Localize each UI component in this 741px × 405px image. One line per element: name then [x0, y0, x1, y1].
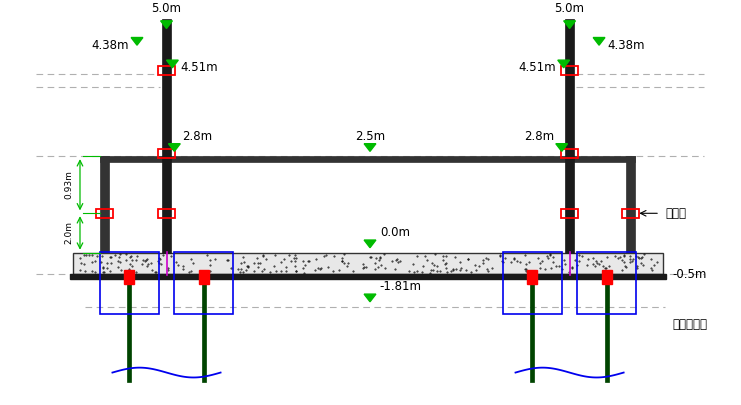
Polygon shape — [131, 38, 143, 45]
Text: 5.0m: 5.0m — [151, 2, 182, 15]
Text: 加劲箍: 加劲箍 — [665, 207, 686, 220]
Bar — [199, 270, 209, 284]
Bar — [99, 252, 159, 313]
Bar — [174, 252, 233, 313]
Polygon shape — [558, 60, 570, 68]
Polygon shape — [364, 240, 376, 248]
Bar — [158, 149, 176, 158]
Bar — [96, 209, 113, 218]
Text: 平均低水位: 平均低水位 — [673, 318, 708, 331]
Bar — [202, 274, 206, 382]
Bar — [99, 156, 636, 162]
Bar — [565, 19, 574, 253]
Bar — [622, 209, 639, 218]
Bar — [531, 274, 534, 382]
Text: 4.38m: 4.38m — [607, 39, 645, 52]
Bar — [561, 66, 579, 75]
Text: 2.5m: 2.5m — [355, 130, 385, 143]
Bar — [158, 209, 176, 218]
Text: 2.8m: 2.8m — [524, 130, 554, 143]
Bar — [577, 252, 637, 313]
Polygon shape — [364, 144, 376, 151]
Bar — [561, 209, 579, 218]
Text: 2.0m: 2.0m — [64, 222, 73, 245]
Text: 4.51m: 4.51m — [518, 61, 556, 74]
Polygon shape — [556, 144, 568, 151]
Bar — [158, 66, 176, 75]
Bar — [502, 252, 562, 313]
Bar — [99, 156, 110, 253]
Bar — [127, 274, 131, 382]
Text: 4.38m: 4.38m — [92, 39, 129, 52]
Text: -0.5m: -0.5m — [673, 268, 707, 281]
Bar — [625, 156, 636, 253]
Text: 0.0m: 0.0m — [380, 226, 410, 239]
Polygon shape — [564, 21, 576, 28]
Polygon shape — [364, 294, 376, 302]
Text: 4.51m: 4.51m — [180, 61, 218, 74]
Text: 2.8m: 2.8m — [182, 130, 213, 143]
Text: 0.93m: 0.93m — [64, 171, 73, 199]
Bar — [162, 19, 171, 253]
Bar — [605, 274, 609, 382]
Text: -1.81m: -1.81m — [380, 280, 422, 293]
Polygon shape — [168, 144, 180, 151]
Polygon shape — [161, 21, 173, 28]
Bar — [528, 270, 537, 284]
Bar — [70, 274, 666, 279]
Bar — [73, 253, 663, 274]
Polygon shape — [167, 60, 179, 68]
Bar — [561, 149, 579, 158]
Bar — [124, 270, 134, 284]
Bar — [602, 270, 612, 284]
Polygon shape — [594, 38, 605, 45]
Text: 5.0m: 5.0m — [554, 2, 585, 15]
